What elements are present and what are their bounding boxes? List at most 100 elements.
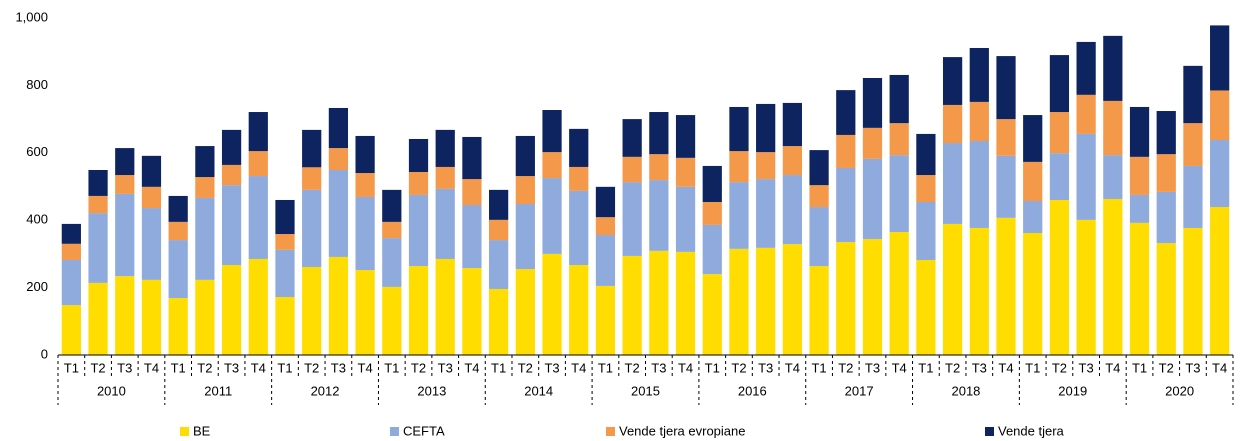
- bar-segment: [862, 239, 883, 355]
- legend-swatch: [180, 427, 189, 436]
- bar-segment: [542, 178, 562, 254]
- bar-segment: [408, 172, 429, 195]
- bar-segment: [195, 197, 215, 280]
- x-tick-label: T1: [384, 360, 399, 375]
- bar-segment: [1049, 55, 1070, 113]
- x-tick-label: T4: [144, 360, 159, 375]
- x-group-label: 2014: [524, 383, 553, 398]
- bar-segment: [996, 56, 1016, 120]
- bar-segment: [889, 74, 909, 124]
- legend-label: Vende tjera: [998, 423, 1065, 438]
- bar-segment: [889, 123, 909, 156]
- bar-segment: [328, 107, 349, 149]
- y-tick-label: 0: [41, 346, 48, 361]
- bar-segment: [969, 47, 989, 102]
- bar-segment: [435, 129, 455, 167]
- bar-segment: [942, 104, 963, 144]
- bar-segment: [675, 251, 696, 355]
- bar-segment: [1023, 200, 1043, 234]
- bar-segment: [435, 188, 455, 259]
- x-tick-label: T3: [544, 360, 559, 375]
- bar-segment: [61, 243, 81, 260]
- bar-segment: [542, 110, 562, 153]
- bar-segment: [355, 173, 375, 197]
- bar-segment: [275, 199, 295, 235]
- bar-segment: [1076, 41, 1096, 95]
- x-tick-label: T2: [731, 360, 746, 375]
- bar-segment: [542, 253, 562, 355]
- bar-segment: [569, 128, 589, 167]
- bar-segment: [88, 282, 108, 355]
- bar-segment: [1210, 207, 1230, 355]
- bar-segment: [221, 265, 242, 355]
- x-tick-label: T2: [304, 360, 319, 375]
- bar-segment: [622, 255, 642, 355]
- bar-segment: [836, 134, 856, 168]
- x-tick-label: T3: [865, 360, 880, 375]
- y-tick-label: 600: [26, 144, 48, 159]
- bar-segment: [1183, 165, 1203, 228]
- bar-segment: [836, 167, 856, 243]
- bar-segment: [275, 234, 295, 250]
- x-tick-label: T2: [411, 360, 426, 375]
- bar-segment: [1023, 233, 1043, 355]
- bar-segment: [1023, 161, 1043, 201]
- x-tick-label: T2: [1159, 360, 1174, 375]
- x-tick-label: T1: [171, 360, 186, 375]
- bar-segment: [141, 155, 162, 187]
- bar-segment: [328, 169, 349, 257]
- x-tick-label: T2: [518, 360, 533, 375]
- bar-segment: [248, 258, 268, 355]
- bar-segment: [942, 223, 963, 355]
- bar-segment: [88, 195, 108, 214]
- bar-segment: [408, 194, 429, 267]
- bar-segment: [115, 276, 135, 355]
- bar-segment: [702, 165, 722, 203]
- bar-segment: [942, 143, 963, 224]
- bar-segment: [168, 195, 188, 222]
- bar-segment: [302, 189, 322, 268]
- bar-segment: [382, 221, 402, 239]
- y-tick-label: 400: [26, 212, 48, 227]
- bar-segment: [649, 112, 669, 155]
- x-tick-label: T3: [972, 360, 987, 375]
- bar-segment: [248, 151, 268, 177]
- x-tick-label: T3: [1079, 360, 1094, 375]
- bar-segment: [88, 169, 108, 196]
- bar-segment: [1103, 155, 1123, 199]
- bar-segment: [355, 270, 375, 355]
- bar-segment: [1103, 35, 1123, 101]
- x-tick-label: T1: [705, 360, 720, 375]
- bar-segment: [61, 259, 81, 306]
- bar-segment: [1183, 65, 1203, 124]
- x-tick-label: T3: [1185, 360, 1200, 375]
- bar-segment: [489, 189, 509, 220]
- bar-segment: [1210, 90, 1230, 140]
- bar-segment: [115, 175, 135, 194]
- bar-segment: [61, 305, 81, 355]
- x-group-label: 2019: [1058, 383, 1087, 398]
- bar-segment: [1049, 199, 1070, 355]
- x-tick-label: T4: [785, 360, 800, 375]
- bar-segment: [782, 244, 802, 355]
- bar-segment: [729, 248, 749, 355]
- bar-segment: [595, 217, 616, 236]
- x-tick-label: T4: [358, 360, 373, 375]
- bar-segment: [355, 135, 375, 174]
- bar-segment: [782, 102, 802, 147]
- x-group-label: 2018: [951, 383, 980, 398]
- bar-segment: [462, 179, 482, 206]
- bar-segment: [1049, 112, 1070, 154]
- bar-segment: [462, 205, 482, 269]
- bar-segment: [702, 274, 722, 355]
- bar-segment: [702, 202, 722, 225]
- bar-segment: [595, 186, 616, 218]
- bar-segment: [115, 148, 135, 176]
- bar-segment: [622, 119, 642, 157]
- bar-segment: [1210, 139, 1230, 208]
- bar-segment: [61, 223, 81, 244]
- x-tick-label: T3: [117, 360, 132, 375]
- bar-segment: [569, 265, 589, 355]
- bar-segment: [1129, 222, 1150, 355]
- bar-segment: [195, 279, 215, 355]
